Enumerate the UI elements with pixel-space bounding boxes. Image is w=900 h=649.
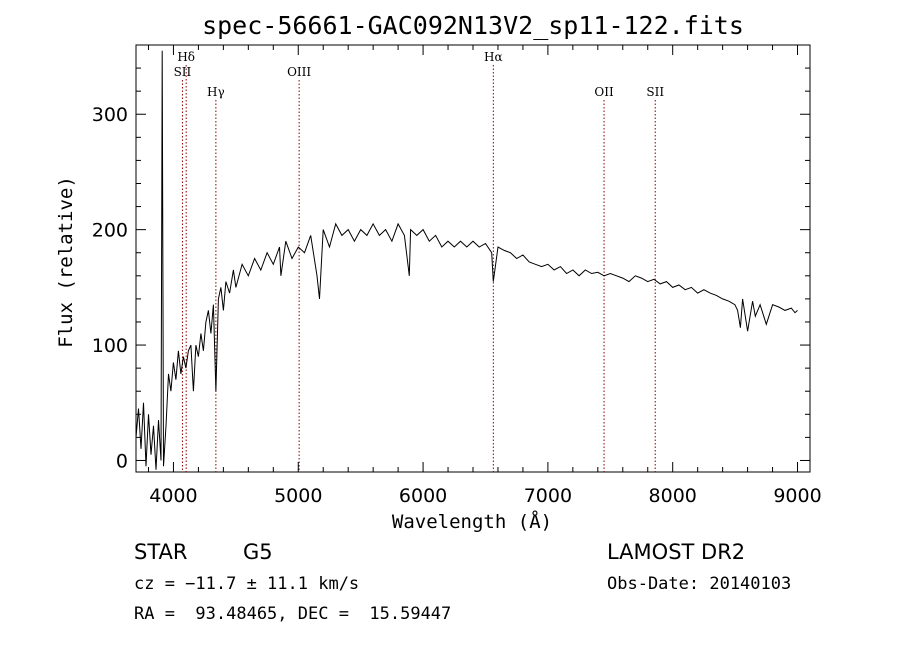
coordinates: RA = 93.48465, DEC = 15.59447 [134,604,452,624]
y-tick-label: 200 [92,220,128,242]
line-marker-label: SII [646,85,664,99]
survey-name: LAMOST DR2 [607,540,746,564]
line-marker-label: Hγ [207,85,225,99]
x-tick-label: 6000 [399,485,447,507]
spectrum-line [135,50,798,470]
object-class: STAR [134,540,188,564]
y-axis-label: Flux (relative) [55,176,77,348]
y-tick-label: 300 [92,104,128,126]
observation-date: Obs-Date: 20140103 [607,574,792,594]
spectral-subclass: G5 [243,540,273,564]
y-tick-label: 100 [92,335,128,357]
redshift-velocity: cz = −11.7 ± 11.1 km/s [134,574,360,594]
chart-title: spec-56661-GAC092N13V2_sp11-122.fits [202,11,744,40]
line-marker-label: Hα [484,50,503,64]
line-marker-label: OII [594,85,614,99]
y-tick-label: 0 [116,450,128,472]
plot-frame [135,44,811,473]
x-tick-label: 9000 [773,485,821,507]
axis-ticks: 4000 5000 6000 7000 8000 9000 0 100 200 300 [92,45,822,507]
x-axis-label: Wavelength (Å) [392,510,552,533]
x-tick-label: 4000 [149,485,197,507]
x-tick-label: 7000 [524,485,572,507]
line-marker-label: Hδ [177,50,195,64]
x-tick-label: 5000 [274,485,322,507]
x-tick-label: 8000 [649,485,697,507]
line-marker-label: OIII [287,65,311,79]
line-marker-label: SII [174,65,192,79]
